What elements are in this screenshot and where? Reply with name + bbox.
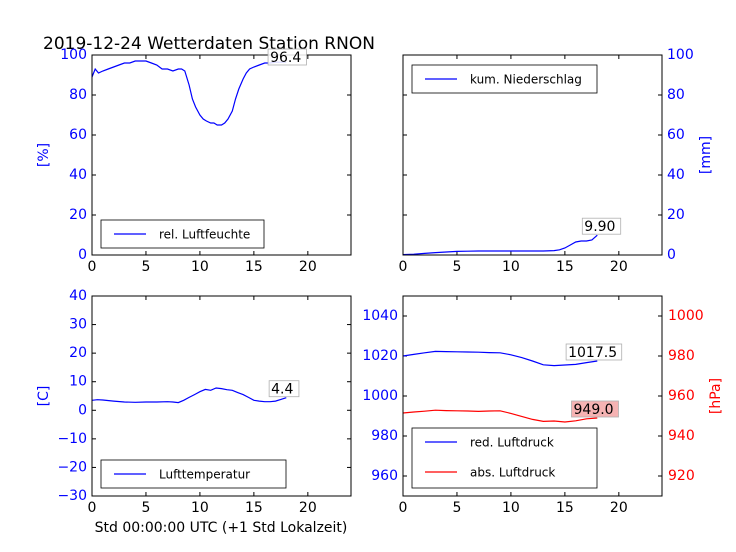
y-axis-label: [mm] [698, 136, 714, 174]
y-tick-label-right: 960 [668, 388, 695, 404]
legend-label: rel. Luftfeuchte [159, 228, 250, 242]
chart-humidity: 0 5 10 15 20 0 20 40 60 80 100 [%] 96.4 rel. Luftfeuc… [36, 47, 352, 275]
y-tick-label: 20 [69, 345, 87, 361]
value-label-box [268, 380, 300, 398]
legend-label: Lufttemperatur [159, 468, 250, 482]
series-line [91, 387, 287, 404]
y-tick-label: 10 [69, 374, 87, 390]
y-tick-label-right: 980 [668, 348, 695, 364]
x-tick-label: 15 [245, 500, 263, 516]
value-label: 1017.5 [568, 345, 617, 361]
value-label: 949.0 [574, 402, 614, 418]
y-tick-label: 40 [69, 167, 87, 183]
x-axis-label: Std 00:00:00 UTC (+1 Std Lokalzeit) [95, 520, 348, 536]
x-tick-label: 0 [88, 259, 97, 275]
series-line [402, 409, 598, 423]
x-tick-label: 20 [299, 259, 317, 275]
legend: kum. Niederschlag [411, 64, 598, 94]
y-tick-label: 100 [60, 47, 87, 63]
y-tick-label: 0 [78, 402, 87, 418]
y-tick-label-right: 920 [668, 468, 695, 484]
y-tick-label: 20 [69, 207, 87, 223]
value-label: 9.90 [584, 219, 615, 235]
x-tick-label: 10 [191, 500, 209, 516]
y-tick-label: 960 [371, 468, 398, 484]
y-tick-label: 100 [667, 47, 694, 63]
x-tick-label: 0 [399, 259, 408, 275]
y-tick-label: 1020 [362, 348, 398, 364]
x-tick-label: 10 [502, 259, 520, 275]
y-tick-label-right: 940 [668, 428, 695, 444]
x-tick-label: 20 [299, 500, 317, 516]
legend: Lufttemperatur [100, 459, 287, 489]
x-tick-label: 5 [141, 259, 150, 275]
chart-temperature: 0 5 10 15 20 −30 −20 −10 0 10 20 30 40 [C] 4.4 Lufttemp… [36, 288, 352, 516]
value-label-box [581, 217, 622, 235]
y-tick-label: 40 [69, 288, 87, 304]
y-tick-label: 0 [667, 247, 676, 263]
plot-frame [402, 295, 663, 497]
y-tick-label: 1000 [362, 388, 398, 404]
value-label-box [565, 343, 623, 361]
chart-pressure: 0 5 10 15 20 960 980 1000 1020 1040 920 940 960 980 10… [362, 295, 724, 516]
series-line [91, 60, 287, 126]
y-tick-label: 30 [69, 317, 87, 333]
plot-frame [91, 295, 352, 497]
y-axis-label-right: [hPa] [708, 378, 724, 414]
x-tick-label: 15 [245, 259, 263, 275]
series-line [402, 234, 598, 256]
value-label-box [267, 48, 307, 66]
x-tick-label: 5 [452, 500, 461, 516]
y-tick-label: 60 [667, 127, 685, 143]
y-axis-label: [C] [36, 386, 52, 407]
x-tick-label: 15 [556, 259, 574, 275]
y-tick-label-right: 1000 [668, 308, 704, 324]
y-tick-label: −30 [57, 488, 87, 504]
legend-label: kum. Niederschlag [470, 73, 582, 87]
x-tick-label: 10 [191, 259, 209, 275]
y-tick-label: 20 [667, 207, 685, 223]
x-tick-label: 5 [452, 259, 461, 275]
plot-frame [91, 54, 352, 256]
x-tick-label: 15 [556, 500, 574, 516]
value-label: 4.4 [271, 382, 293, 398]
legend-label: red. Luftdruck [470, 436, 554, 450]
series-line [402, 350, 598, 367]
x-tick-label: 0 [399, 500, 408, 516]
y-tick-label: −20 [57, 459, 87, 475]
y-tick-label: −10 [57, 431, 87, 447]
legend: rel. Luftfeuchte [100, 219, 265, 249]
x-tick-label: 5 [141, 500, 150, 516]
x-tick-label: 20 [610, 259, 628, 275]
legend-frame [411, 427, 598, 489]
y-tick-label: 40 [667, 167, 685, 183]
value-label: 96.4 [270, 50, 301, 66]
y-tick-label: 1040 [362, 308, 398, 324]
plot-frame [402, 54, 663, 256]
chart-precipitation: 0 5 10 15 20 0 20 40 60 80 100 [mm] 9.90 kum. Nieders… [399, 47, 714, 275]
y-axis-label: [%] [36, 143, 52, 167]
value-label-box [571, 400, 619, 418]
x-tick-label: 0 [88, 500, 97, 516]
y-tick-label: 980 [371, 428, 398, 444]
y-tick-label: 80 [667, 87, 685, 103]
x-tick-label: 20 [610, 500, 628, 516]
y-tick-label: 80 [69, 87, 87, 103]
y-tick-label: 60 [69, 127, 87, 143]
x-tick-label: 10 [502, 500, 520, 516]
figure-title: 2019-12-24 Wetterdaten Station RNON [43, 34, 375, 54]
y-tick-label: 0 [78, 247, 87, 263]
legend: red. Luftdruck abs. Luftdruck [411, 427, 598, 489]
legend-label: abs. Luftdruck [470, 466, 555, 480]
